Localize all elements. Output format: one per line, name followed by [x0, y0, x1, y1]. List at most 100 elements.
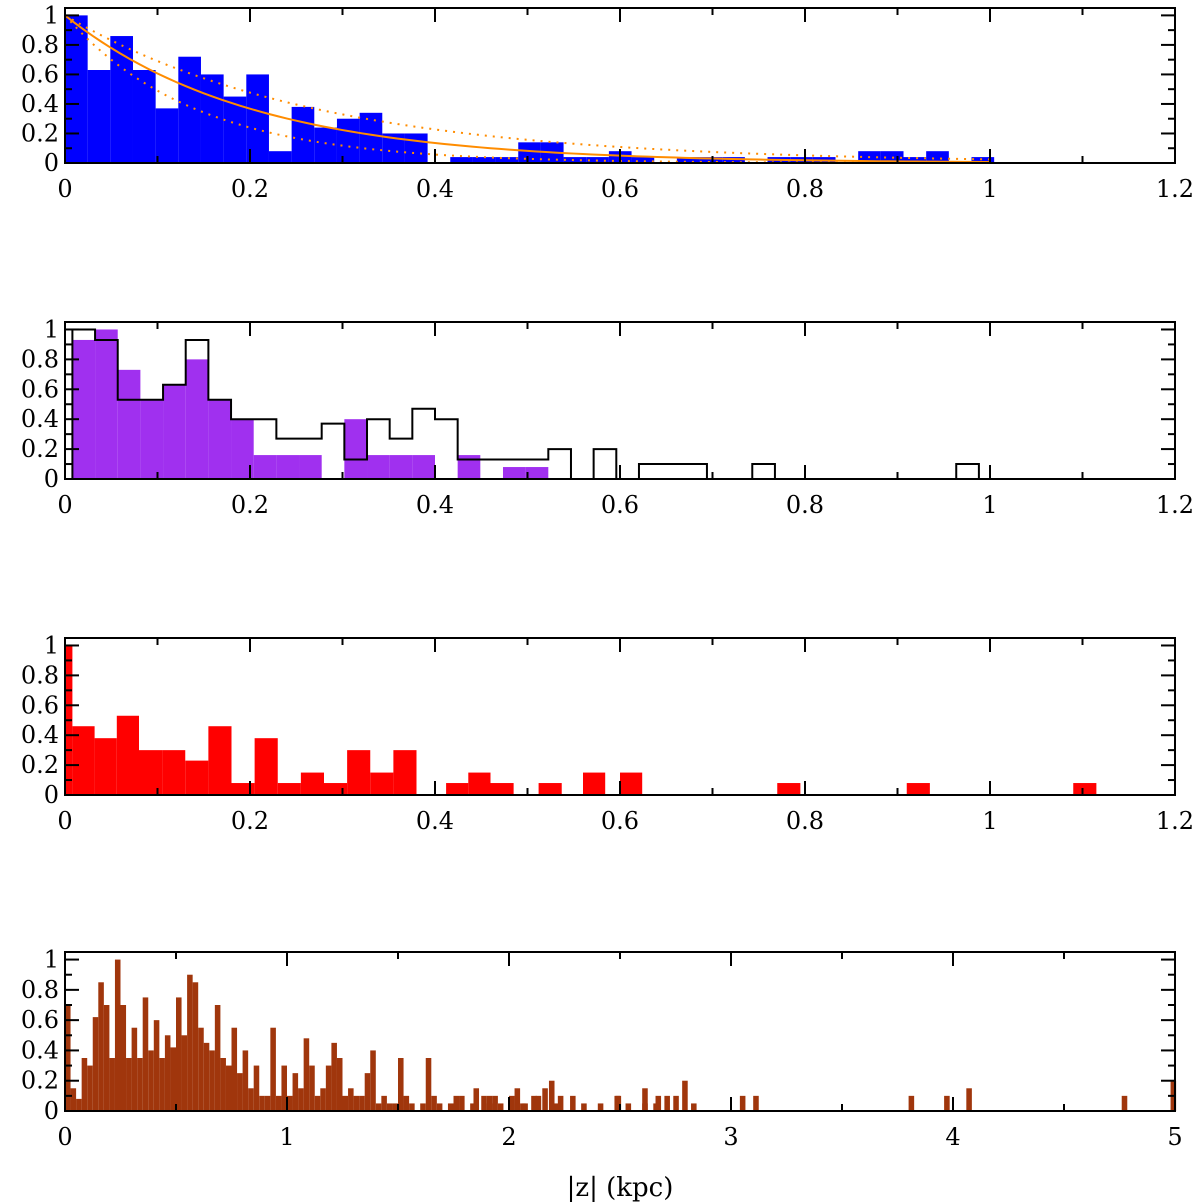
bar [682, 1080, 688, 1111]
x-tick-label: 1 [982, 807, 997, 835]
x-tick-label: 1.2 [1156, 491, 1194, 519]
y-tick-label: 0.6 [21, 691, 59, 719]
histogram-panel-1: 0 0.2 0.4 0.6 0.8 1 1.200.20.40.60.81 [21, 1, 1194, 203]
x-tick-label: 0.2 [231, 175, 269, 203]
dotted-curve [64, 14, 991, 161]
bar [254, 738, 278, 795]
bar [200, 74, 224, 163]
bar [492, 1095, 498, 1111]
bar [344, 419, 368, 479]
histogram-panel-2: 0 0.2 0.4 0.6 0.8 1 1.200.20.40.60.81 [21, 315, 1194, 519]
x-tick-label: 1.2 [1156, 175, 1194, 203]
x-tick-label: 4 [945, 1123, 960, 1151]
bar [253, 1065, 260, 1111]
bar [431, 1095, 437, 1111]
bar [276, 455, 300, 479]
y-tick-label: 0.8 [21, 345, 59, 373]
bar [314, 1095, 321, 1111]
bar [906, 783, 930, 795]
bar [331, 1042, 337, 1111]
bar [72, 726, 95, 795]
bar [114, 959, 121, 1111]
bar [753, 1095, 759, 1111]
fit-curve [64, 14, 991, 164]
bar [246, 74, 269, 163]
bar [103, 1005, 110, 1111]
bar [453, 1095, 460, 1111]
x-tick-label: 0.6 [601, 807, 639, 835]
bar [98, 982, 104, 1111]
bar [72, 339, 96, 479]
bar [522, 1103, 528, 1111]
bar [472, 157, 496, 163]
bar [370, 772, 394, 795]
bar [548, 1080, 555, 1111]
x-tick-label: 0.2 [231, 807, 269, 835]
bar [457, 455, 481, 479]
bar [673, 1095, 679, 1111]
y-tick-label: 0.2 [21, 751, 59, 779]
bar [65, 15, 88, 164]
bar [336, 1058, 343, 1111]
bar [116, 715, 139, 795]
bar [903, 157, 927, 163]
bars [65, 645, 1097, 795]
bar [615, 1095, 622, 1111]
bar [367, 455, 390, 479]
bar [120, 1005, 127, 1111]
bar [535, 1095, 542, 1111]
y-tick-label: 0.8 [21, 976, 59, 1004]
bar [420, 1103, 426, 1111]
bar [155, 108, 179, 163]
y-tick-label: 0.8 [21, 31, 59, 59]
y-tick-label: 0.6 [21, 1006, 59, 1034]
bar [203, 1042, 210, 1111]
bar [375, 1103, 382, 1111]
bar [178, 56, 201, 163]
bar [518, 142, 541, 163]
bar [563, 157, 587, 163]
bar [538, 783, 562, 795]
x-tick-label: 0 [57, 807, 72, 835]
y-tick-label: 0.4 [21, 405, 59, 433]
bar [242, 1050, 249, 1111]
bar [631, 157, 655, 163]
bar [446, 783, 469, 795]
bar [137, 1058, 143, 1111]
bar [153, 1020, 160, 1111]
bar [409, 1103, 415, 1111]
bar [336, 118, 360, 163]
bar [389, 455, 413, 479]
bar [299, 455, 322, 479]
x-tick-label: 0.6 [601, 175, 639, 203]
bar [342, 1095, 349, 1111]
bar [450, 157, 473, 163]
bar [185, 359, 209, 479]
bar [908, 1095, 915, 1111]
bar [142, 997, 149, 1111]
bar [76, 1098, 82, 1111]
x-tick-label: 0 [57, 1123, 72, 1151]
bars [65, 15, 995, 164]
bar [404, 133, 428, 163]
bar [303, 1038, 310, 1111]
bars [65, 959, 1177, 1111]
bar [162, 750, 186, 795]
bar [225, 1065, 232, 1111]
bar [412, 455, 435, 479]
bar [514, 1088, 521, 1111]
bar [198, 1027, 204, 1111]
bar [70, 1088, 77, 1111]
bar [223, 96, 247, 163]
y-tick-label: 0 [44, 781, 59, 809]
bar [509, 1095, 515, 1111]
y-tick-label: 0.6 [21, 375, 59, 403]
y-tick-label: 0.2 [21, 1067, 59, 1095]
bar [542, 1088, 548, 1111]
bar [140, 399, 164, 479]
bar [231, 419, 254, 479]
bar [642, 1088, 648, 1111]
bar [176, 997, 182, 1111]
x-tick-label: 2 [501, 1123, 516, 1151]
bar [655, 1095, 662, 1111]
